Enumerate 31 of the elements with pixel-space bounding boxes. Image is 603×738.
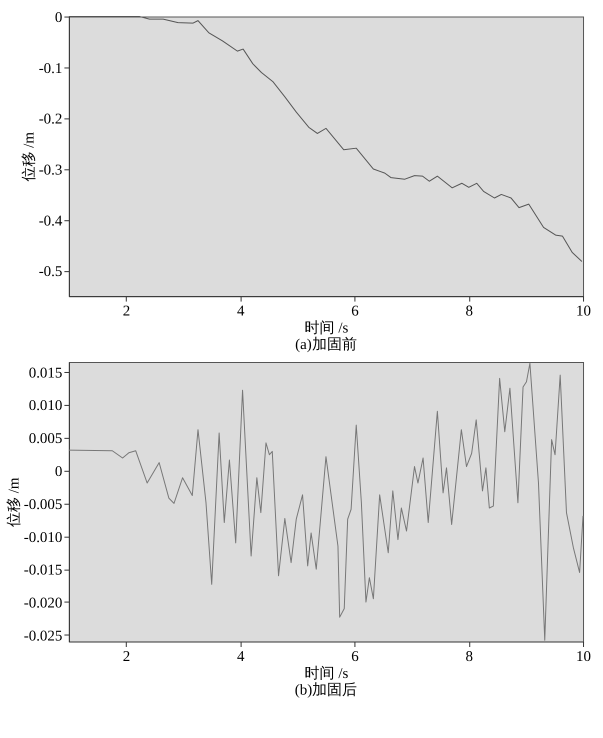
y-tick-label: -0.2 bbox=[38, 112, 62, 128]
x-tick-label: 6 bbox=[351, 304, 360, 320]
y-tick-label: -0.1 bbox=[38, 60, 62, 77]
x-tick-label: 6 bbox=[351, 648, 360, 665]
text: (a)加固前 bbox=[295, 336, 357, 353]
y-tick-label: -0.4 bbox=[38, 213, 63, 230]
y-tick-label: 0.015 bbox=[28, 365, 62, 382]
y-axis-title: 位移 /m bbox=[6, 477, 23, 528]
y-tick-label: 0 bbox=[54, 10, 62, 26]
y-axis-title: 位移 /m bbox=[20, 132, 38, 182]
x-tick-label: 4 bbox=[237, 304, 246, 320]
y-tick-label: -0.005 bbox=[24, 496, 62, 513]
x-tick-label: 2 bbox=[122, 648, 130, 665]
y-tick-label: -0.020 bbox=[24, 596, 62, 612]
x-axis-title: 时间 /s bbox=[304, 664, 348, 682]
x-tick-label: 8 bbox=[466, 648, 474, 665]
y-tick-label: -0.3 bbox=[38, 162, 62, 179]
y-tick-label: 0.005 bbox=[28, 431, 62, 448]
x-axis-title: 时间 /s bbox=[304, 320, 348, 337]
y-tick-label: -0.025 bbox=[24, 628, 62, 644]
x-tick-label: 10 bbox=[576, 648, 592, 665]
y-tick-label: 0.010 bbox=[28, 398, 62, 414]
text: (b)加固后 bbox=[294, 681, 358, 698]
x-tick-label: 2 bbox=[122, 304, 130, 320]
x-tick-label: 10 bbox=[576, 304, 592, 320]
y-tick-label: 0 bbox=[54, 464, 62, 480]
y-tick-label: -0.010 bbox=[24, 530, 62, 546]
x-tick-label: 4 bbox=[237, 648, 246, 665]
y-tick-label: -0.5 bbox=[38, 264, 62, 280]
x-tick-label: 8 bbox=[466, 304, 474, 320]
y-tick-label: -0.015 bbox=[24, 562, 62, 579]
